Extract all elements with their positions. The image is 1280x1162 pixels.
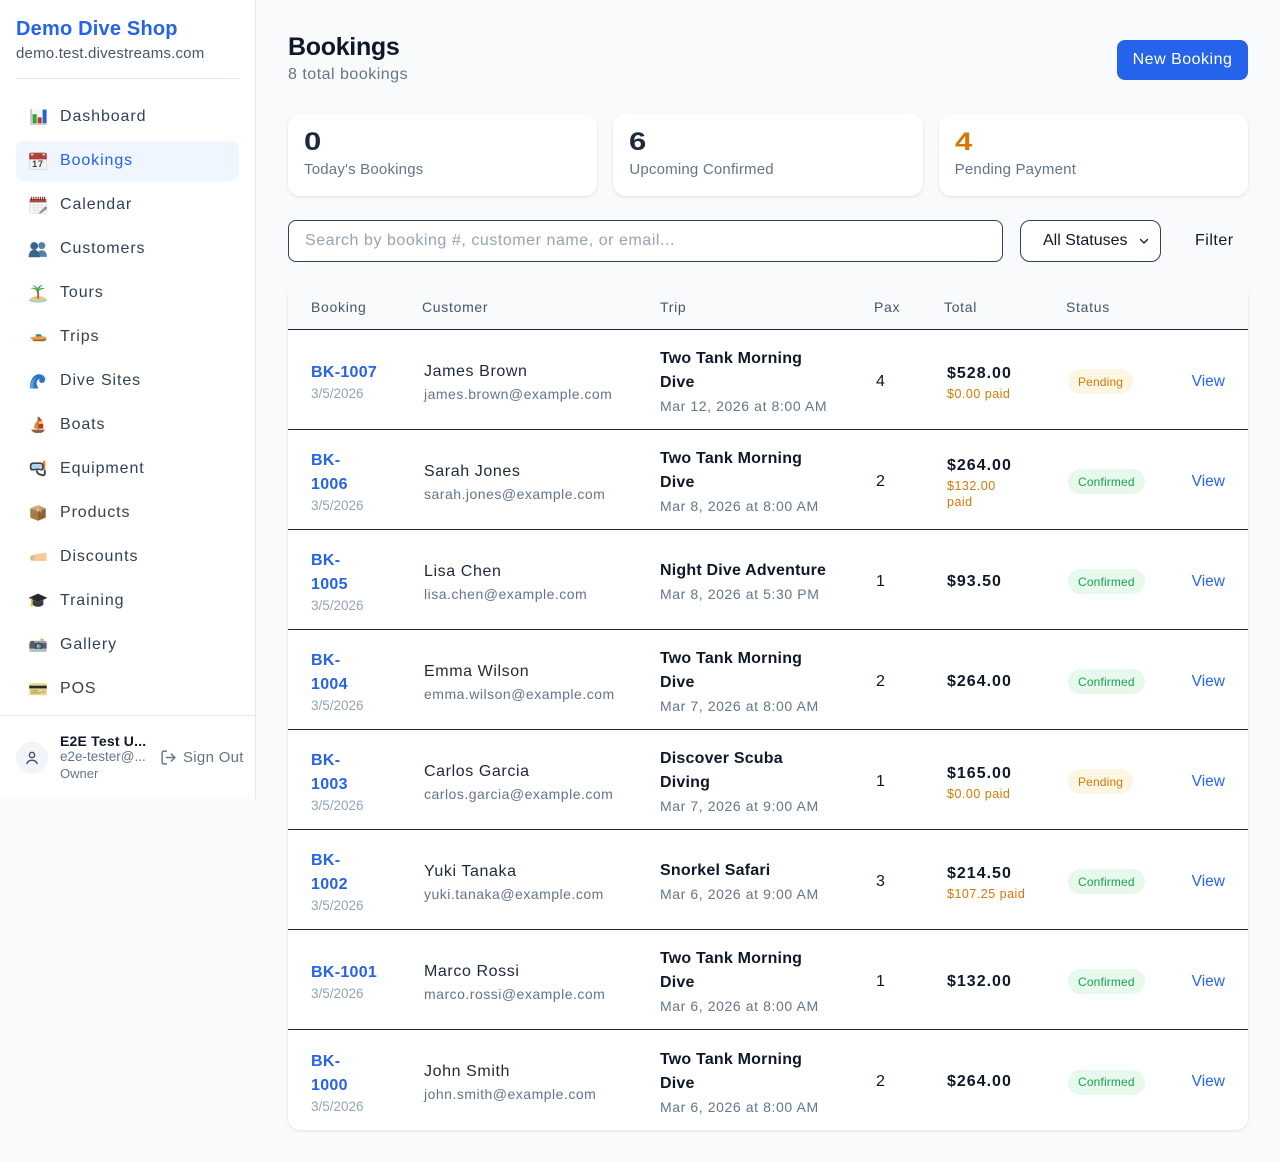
svg-text:17: 17 <box>32 159 44 169</box>
